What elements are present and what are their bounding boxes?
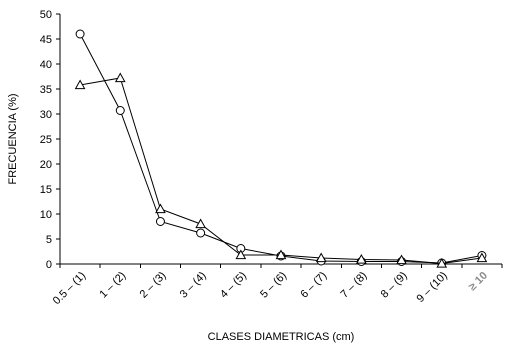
y-axis: 0 5 10 15 20 25 30 35 40 45 50: [40, 9, 61, 271]
x-axis-title: CLASES DIAMETRICAS (cm): [208, 331, 355, 343]
y-tick-label: 50: [40, 9, 52, 21]
data-point-circle: [155, 217, 165, 226]
x-tick-label: 2 – (3): [138, 270, 169, 301]
data-point-triangle: [275, 249, 287, 260]
data-point-circle: [75, 29, 85, 39]
x-tick-label: 8 – (9): [379, 270, 410, 301]
y-tick-label: 35: [40, 84, 52, 96]
data-point-circle: [115, 106, 125, 115]
x-axis: 0.5 – (1) 1 – (2) 2 – (3) 3 – (4) 4 – (5) 5 –…: [51, 263, 503, 307]
series-triangle: [74, 72, 488, 268]
y-tick-label: 10: [40, 209, 52, 221]
data-point-circle: [196, 228, 206, 238]
x-tick-label: 7 – (8): [339, 270, 370, 301]
data-point-triangle: [356, 253, 367, 264]
data-point-triangle: [436, 257, 448, 268]
y-tick-label: 45: [40, 34, 52, 46]
y-tick-label: 30: [40, 109, 52, 121]
series-line: [80, 77, 482, 265]
y-tick-label: 0: [46, 259, 52, 271]
x-tick-label: 9 – (10): [415, 270, 450, 305]
x-tick-label: ≥ 10: [466, 270, 490, 294]
data-point-triangle: [235, 249, 247, 260]
x-tick-label: 5 – (6): [258, 270, 289, 301]
x-tick-label: 4 – (5): [218, 270, 249, 301]
y-tick-label: 5: [46, 234, 52, 246]
x-tick-label: 3 – (4): [178, 270, 209, 301]
data-point-triangle: [114, 72, 126, 83]
series-circle: [75, 29, 487, 268]
y-tick-label: 25: [40, 134, 52, 146]
x-tick-label: 1 – (2): [97, 270, 128, 301]
y-tick-label: 15: [40, 184, 52, 196]
data-point-triangle: [74, 79, 86, 90]
x-tick-label: 0.5 – (1): [51, 270, 88, 307]
data-point-triangle: [195, 218, 206, 229]
data-point-triangle: [315, 252, 327, 263]
x-tick-label: 6 – (7): [298, 270, 329, 301]
y-tick-label: 20: [40, 159, 52, 171]
y-axis-title: FRECUENCIA (%): [7, 93, 19, 184]
data-point-triangle: [396, 254, 407, 265]
series-layer: [74, 29, 488, 268]
series-line: [79, 33, 483, 264]
y-tick-label: 40: [40, 59, 52, 71]
data-point-triangle: [155, 203, 166, 214]
data-point-triangle: [476, 252, 488, 263]
